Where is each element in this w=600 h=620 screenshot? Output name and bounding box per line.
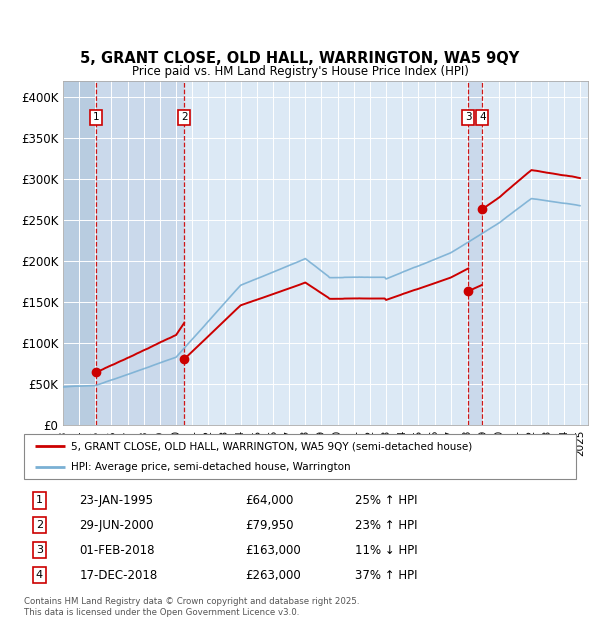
Text: 23% ↑ HPI: 23% ↑ HPI (355, 519, 418, 532)
Text: £79,950: £79,950 (245, 519, 293, 532)
Text: 3: 3 (465, 112, 472, 123)
Text: 23-JAN-1995: 23-JAN-1995 (79, 494, 153, 507)
Text: 2: 2 (181, 112, 187, 123)
Text: Price paid vs. HM Land Registry's House Price Index (HPI): Price paid vs. HM Land Registry's House … (131, 65, 469, 78)
Text: 5, GRANT CLOSE, OLD HALL, WARRINGTON, WA5 9QY (semi-detached house): 5, GRANT CLOSE, OLD HALL, WARRINGTON, WA… (71, 441, 472, 451)
Bar (63, 81, 96, 425)
Text: 4: 4 (36, 570, 43, 580)
Text: 1: 1 (36, 495, 43, 505)
Text: HPI: Average price, semi-detached house, Warrington: HPI: Average price, semi-detached house,… (71, 461, 350, 472)
Text: 11% ↓ HPI: 11% ↓ HPI (355, 544, 418, 557)
Bar (96, 81, 184, 425)
Text: 4: 4 (479, 112, 485, 123)
Text: 17-DEC-2018: 17-DEC-2018 (79, 569, 157, 582)
Text: Contains HM Land Registry data © Crown copyright and database right 2025.
This d: Contains HM Land Registry data © Crown c… (24, 598, 359, 617)
Bar (468, 81, 482, 425)
Text: 37% ↑ HPI: 37% ↑ HPI (355, 569, 418, 582)
Text: 25% ↑ HPI: 25% ↑ HPI (355, 494, 418, 507)
Text: 2: 2 (36, 520, 43, 530)
Text: £64,000: £64,000 (245, 494, 293, 507)
Text: 1: 1 (93, 112, 100, 123)
Text: £263,000: £263,000 (245, 569, 301, 582)
Text: 3: 3 (36, 546, 43, 556)
Text: £163,000: £163,000 (245, 544, 301, 557)
Text: 5, GRANT CLOSE, OLD HALL, WARRINGTON, WA5 9QY: 5, GRANT CLOSE, OLD HALL, WARRINGTON, WA… (80, 51, 520, 66)
Text: 01-FEB-2018: 01-FEB-2018 (79, 544, 155, 557)
Text: 29-JUN-2000: 29-JUN-2000 (79, 519, 154, 532)
